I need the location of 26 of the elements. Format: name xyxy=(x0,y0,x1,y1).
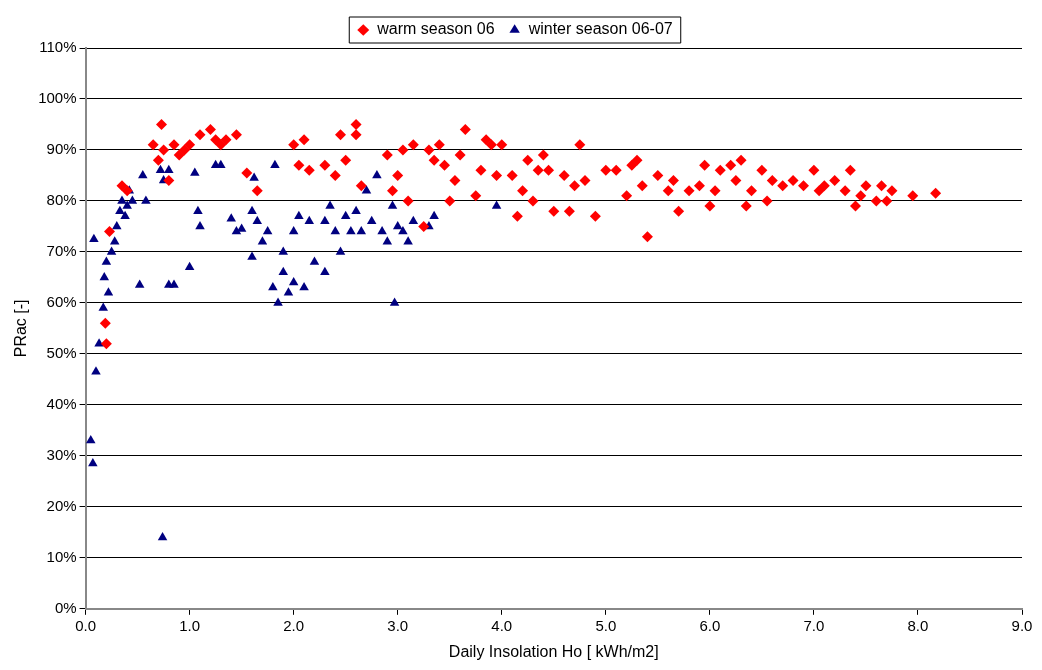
y-tick-label: 70% xyxy=(46,242,77,260)
y-tick-label: 0% xyxy=(54,598,77,616)
y-tick-label: 50% xyxy=(46,344,77,362)
x-tick-label: 4.0 xyxy=(491,616,513,634)
y-tick-label: 90% xyxy=(46,140,77,158)
y-axis-title: PRac [-] xyxy=(12,299,30,358)
legend-label: warm season 06 xyxy=(376,20,495,38)
y-tick-label: 30% xyxy=(46,446,77,463)
x-tick-label: 7.0 xyxy=(803,616,825,634)
y-tick-label: 80% xyxy=(46,191,77,209)
x-tick-label: 2.0 xyxy=(283,616,305,634)
x-tick-label: 0.0 xyxy=(75,616,96,634)
x-axis-title: Daily Insolation Ho [ kWh/m2] xyxy=(448,642,659,660)
x-tick-label: 9.0 xyxy=(1011,616,1033,634)
y-tick-label: 110% xyxy=(39,38,77,56)
x-tick-label: 6.0 xyxy=(699,616,721,634)
x-tick-label: 8.0 xyxy=(907,616,929,634)
y-tick-label: 60% xyxy=(46,293,77,311)
legend-label: winter season 06-07 xyxy=(527,20,673,38)
x-tick-label: 5.0 xyxy=(595,616,617,634)
y-tick-label: 20% xyxy=(46,496,77,514)
x-tick-label: 1.0 xyxy=(179,616,201,634)
y-tick-label: 40% xyxy=(46,395,77,413)
y-tick-label: 100% xyxy=(38,89,77,107)
x-tick-label: 3.0 xyxy=(387,616,409,634)
y-tick-label: 10% xyxy=(46,547,77,565)
